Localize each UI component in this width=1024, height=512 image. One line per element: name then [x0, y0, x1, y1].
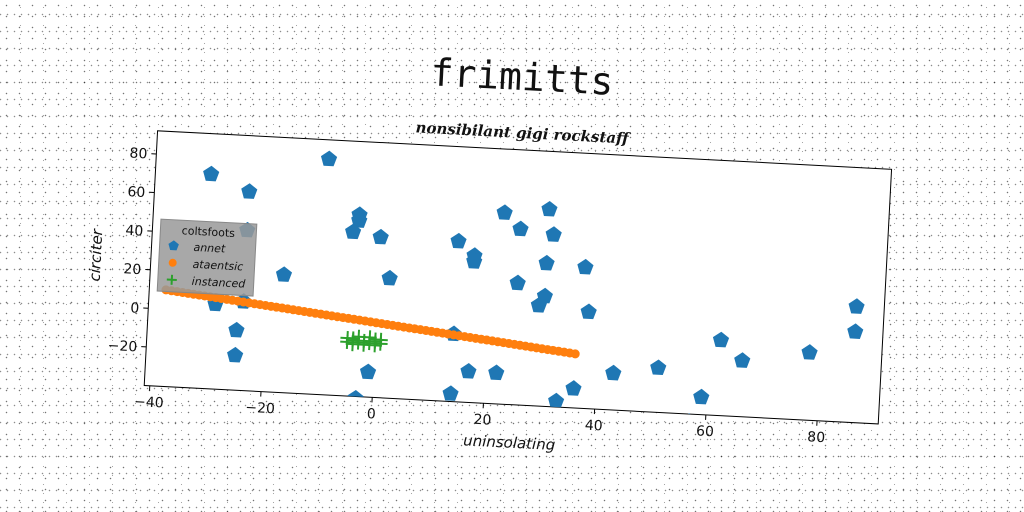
data-point-annet: [801, 344, 818, 360]
legend-label-instanced: instanced: [191, 275, 246, 291]
data-point-instanced: [345, 337, 360, 352]
data-point-annet: [372, 228, 389, 245]
legend-title: coltsfoots: [181, 224, 235, 240]
data-point-annet: [580, 303, 597, 320]
legend-entry-instanced: instanced: [166, 274, 247, 291]
x-axis-label: uninsolating: [463, 431, 556, 454]
x-tick-label: 80: [807, 429, 826, 446]
data-point-annet: [650, 359, 667, 375]
x-tick-label: 20: [473, 412, 492, 429]
x-tick-label: −20: [245, 400, 275, 418]
x-tick-label: 0: [366, 406, 376, 422]
data-point-annet: [466, 253, 483, 269]
data-point-annet: [320, 150, 338, 167]
data-point-annet: [496, 204, 513, 220]
legend-entry-ataentsic: ataentsic: [168, 258, 244, 274]
legend-entry-annet: annet: [168, 240, 226, 256]
data-point-annet: [548, 392, 565, 409]
data-point-annet: [275, 266, 293, 282]
legend-label-ataentsic: ataentsic: [192, 258, 243, 274]
y-tick-label: 40: [125, 223, 144, 240]
data-point-annet: [450, 232, 467, 249]
data-point-annet: [530, 297, 547, 313]
data-point-annet: [241, 183, 258, 199]
data-point-annet: [359, 363, 377, 380]
y-tick-label: 20: [123, 261, 142, 278]
data-point-annet: [227, 346, 244, 363]
data-point-annet: [351, 212, 368, 228]
data-points: [161, 150, 865, 448]
legend-marker-ataentsic: [168, 258, 177, 267]
legend-marker-instanced: [166, 274, 177, 285]
data-point-annet: [824, 432, 841, 448]
data-point-annet: [203, 165, 220, 182]
y-tick-label: 60: [127, 184, 146, 201]
y-tick-label: 0: [130, 300, 140, 316]
data-point-annet: [509, 274, 526, 291]
legend-box: [156, 218, 258, 297]
data-point-annet: [460, 363, 477, 379]
data-point-annet: [734, 352, 751, 368]
axis-ticks: −40 −20 0 20 40 60 80 −20 0 20 40 60 80: [107, 146, 826, 447]
data-point-annet: [512, 220, 529, 237]
data-point-annet: [680, 413, 698, 424]
data-point-annet: [381, 269, 398, 286]
data-point-annet: [693, 388, 710, 405]
data-point-annet: [538, 254, 555, 271]
data-point-annet: [442, 385, 459, 401]
data-point-annet: [577, 258, 594, 275]
data-point-annet: [712, 331, 730, 348]
data-point-ataentsic: [570, 349, 580, 359]
data-point-instanced: [367, 338, 382, 353]
y-axis-label: circiter: [86, 228, 107, 282]
data-point-annet: [345, 223, 362, 240]
data-point-annet: [488, 364, 505, 381]
chart-title: frimitts: [430, 50, 615, 104]
chart-subtitle: nonsibilant gigi rockstaff: [415, 118, 631, 147]
plot-group: −40 −20 0 20 40 60 80 −20 0 20 40 60 80 uninsolating…: [86, 130, 893, 454]
x-tick-label: 60: [696, 423, 715, 440]
data-point-annet: [565, 380, 582, 396]
y-tick-label: −20: [107, 338, 137, 356]
data-point-annet: [848, 298, 865, 314]
y-tick-label: 80: [129, 146, 148, 163]
x-tick-label: −40: [134, 394, 164, 412]
data-point-annet: [847, 323, 864, 339]
data-point-annet: [605, 364, 622, 381]
legend-marker-annet: [168, 240, 179, 251]
data-point-annet: [541, 200, 558, 217]
data-point-annet: [545, 226, 562, 242]
legend-label-annet: annet: [193, 241, 226, 256]
x-tick-label: 40: [584, 418, 603, 435]
data-point-annet: [228, 321, 245, 338]
